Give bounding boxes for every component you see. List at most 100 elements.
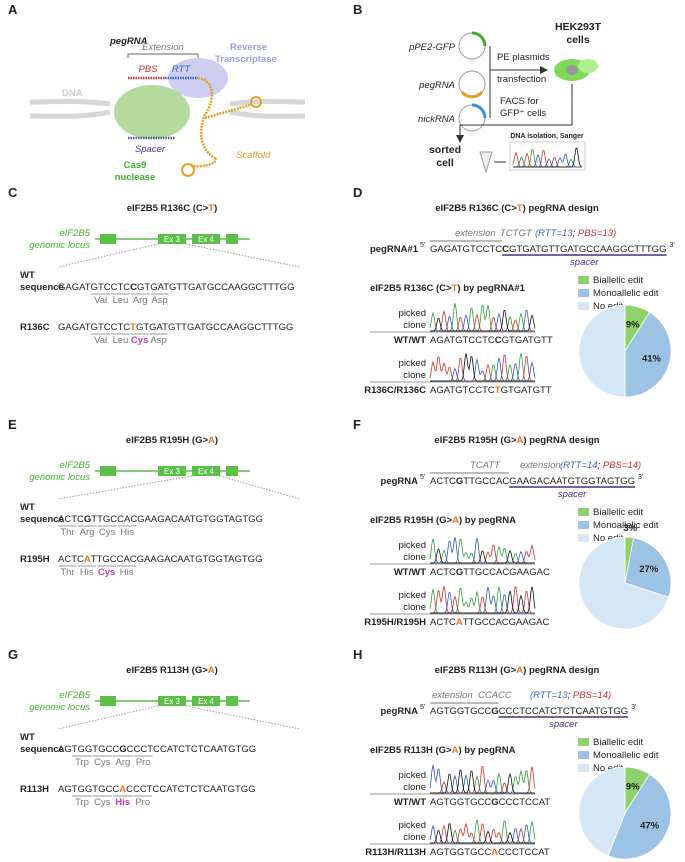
- amino-acid: Asp: [151, 295, 167, 306]
- exon-label: Ex 4: [198, 467, 215, 476]
- chromatogram-trace: [430, 544, 536, 564]
- row-label: WT: [20, 732, 35, 743]
- panel-letter: B: [353, 2, 362, 17]
- chromatogram-trace: [430, 353, 535, 382]
- text-part: GTGATGTT: [501, 385, 552, 396]
- panel-letter: E: [8, 417, 17, 432]
- text-part: eIF2B5 R136C (C>: [435, 203, 517, 214]
- row-label: sequence: [20, 282, 64, 293]
- extension-seq: TCATT: [470, 460, 501, 471]
- legend-swatch: [578, 302, 589, 310]
- text-part: ACTC: [58, 514, 84, 525]
- trace-seq: AGTGGTGCCACCCTCCAT: [430, 847, 550, 858]
- params: (RTT=13; PBS=14): [530, 690, 611, 701]
- legend-label: Monoallelic edit: [593, 750, 659, 761]
- label: Extension: [142, 42, 184, 53]
- exon: [100, 696, 116, 706]
- panel-letter: F: [353, 417, 361, 432]
- text-part: ): [214, 203, 217, 214]
- chromatogram-trace: [430, 353, 535, 382]
- chromatogram-trace: [430, 769, 535, 794]
- amino-acid: His: [115, 797, 130, 808]
- row-label: WT: [20, 270, 35, 281]
- row-label: WT: [20, 502, 35, 513]
- plasmid-label: pPE2-GFP: [408, 42, 456, 53]
- trace-label: picked: [399, 590, 426, 601]
- prime-label: 5': [420, 474, 425, 481]
- text-part: (: [530, 690, 534, 701]
- sequence: ACTCATTGCCACGAAGACAATGTGGTAGTGG: [58, 554, 262, 565]
- panel-title: eIF2B5 R113H (G>A): [126, 665, 218, 676]
- text-part: T: [130, 322, 136, 333]
- subtitle: eIF2B5 R195H (G>A) by pegRNA: [370, 515, 516, 526]
- zoom-line: [57, 705, 301, 730]
- text-part: A: [516, 665, 523, 676]
- sorted-label: sorted: [429, 144, 461, 156]
- extension-label: extension: [520, 460, 561, 471]
- text-part: CCCTCCATCTCTCAATGTGG: [126, 784, 255, 795]
- label: Transcriptase: [215, 54, 277, 65]
- spacer-label: spacer: [570, 257, 599, 268]
- text-part: ): [637, 460, 641, 471]
- sequence: AGTGGTGCCACCCTCCATCTCTCAATGTGG: [58, 784, 256, 795]
- plasmid-label: nickRNA: [418, 114, 455, 125]
- text-part: A: [119, 784, 126, 795]
- trace-label: clone: [403, 782, 426, 793]
- prime-label: 5': [420, 704, 425, 711]
- trace-label: picked: [399, 308, 426, 319]
- sequence: ACTCGTTGCCACGAAGACAATGTGGTAGTGG: [58, 514, 263, 525]
- legend-label: Biallelic edit: [593, 507, 644, 518]
- panel-title: eIF2B5 R195H (G>A): [126, 435, 218, 446]
- locus-label: eIF2B5: [59, 460, 90, 471]
- amino-acid: Pro: [135, 797, 150, 808]
- pie-label: 41%: [642, 354, 662, 365]
- row-label: R136C: [20, 322, 50, 333]
- amino-acid: Pro: [136, 757, 151, 768]
- text-part: RTT=13: [533, 690, 568, 701]
- legend-label: No edit: [593, 301, 623, 312]
- text-part: GTGATGTTGATGCCAAGGCTTTGG: [136, 322, 293, 333]
- subtitle: eIF2B5 R136C (C>T) by pegRNA#1: [370, 283, 526, 294]
- locus-label: eIF2B5: [59, 228, 90, 239]
- text-part: AGTGGTGCC: [430, 706, 491, 717]
- text-part: (: [535, 228, 539, 239]
- spacer-label: spacer: [549, 719, 578, 730]
- text-part: ) pegRNA design: [523, 665, 599, 676]
- trace-label: clone: [403, 832, 426, 843]
- text-part: TTGCCACGAAGAC: [463, 617, 550, 628]
- text-part: T: [208, 203, 214, 214]
- text-part: ;: [568, 690, 573, 701]
- trace-label: picked: [399, 820, 426, 831]
- legend-swatch: [578, 289, 589, 297]
- text-part: A: [517, 435, 524, 446]
- text-part: AGATGTCCTC: [430, 385, 495, 396]
- step-label: FACS for: [500, 96, 539, 107]
- genotype: WT/WT: [394, 797, 426, 808]
- trace-label: clone: [403, 370, 426, 381]
- text-part: eIF2B5 R136C (C>: [370, 283, 452, 294]
- row-label: R195H: [20, 554, 50, 565]
- text-part: T: [495, 385, 501, 396]
- text-part: C: [502, 244, 509, 255]
- text-part: GAGATGTCCTC: [430, 244, 502, 255]
- row-label: sequence: [20, 744, 64, 755]
- trace-label: clone: [403, 602, 426, 613]
- pegrna-seq: GAGATGTCCTCCGTGATGTTGATGCCAAGGCTTTGG: [430, 244, 666, 255]
- text-part: AGTGGTGCC: [430, 847, 491, 858]
- exon-label: Ex 3: [164, 467, 181, 476]
- panel-title: eIF2B5 R113H (G>A) pegRNA design: [435, 665, 600, 676]
- trace-seq: AGATGTCCTCCGTGATGTT: [430, 335, 553, 346]
- cas9-blob: [114, 85, 190, 139]
- amino-acid: His: [120, 527, 134, 538]
- exon: [158, 696, 186, 706]
- text-part: ) by pegRNA: [459, 515, 516, 526]
- exon: [226, 696, 238, 706]
- amino-acid: Cys: [94, 797, 111, 808]
- text-part: eIF2B5 R195H (G>: [370, 515, 453, 526]
- arrowhead: [540, 66, 548, 74]
- text-part: TTGCCACGAAGAC: [463, 567, 550, 578]
- chromatogram-trace: [430, 822, 535, 844]
- trace-label: clone: [403, 552, 426, 563]
- trace-label: clone: [403, 320, 426, 331]
- row-label: sequence: [20, 514, 64, 525]
